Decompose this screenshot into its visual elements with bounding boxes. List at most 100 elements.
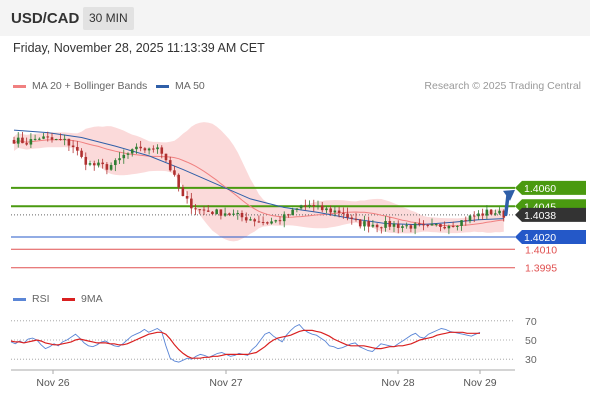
candle-body bbox=[114, 160, 117, 166]
candle-body bbox=[92, 163, 96, 166]
candle-body bbox=[426, 224, 430, 226]
ma20-line bbox=[13, 139, 504, 227]
candle-body bbox=[147, 148, 151, 151]
candle-body bbox=[173, 170, 176, 175]
time-tick-label: Nov 29 bbox=[463, 377, 496, 389]
candle-body bbox=[304, 205, 307, 207]
candle-body bbox=[477, 213, 480, 217]
candle-body bbox=[371, 224, 375, 227]
candle-body bbox=[337, 210, 341, 213]
rsi-label: RSI bbox=[32, 293, 50, 305]
rsi-series-line bbox=[10, 329, 480, 359]
chart-header: USD/CAD 30 MIN bbox=[0, 0, 590, 36]
ma50-swatch bbox=[156, 84, 169, 88]
candle-body bbox=[261, 222, 265, 224]
rsi-tick-label: 50 bbox=[525, 335, 537, 347]
candle-body bbox=[126, 153, 130, 155]
projection-arrowhead bbox=[503, 189, 515, 201]
candle-body bbox=[97, 162, 100, 166]
candle-body bbox=[485, 209, 489, 216]
candle-body bbox=[130, 149, 134, 154]
candle-body bbox=[12, 139, 16, 144]
candle-body bbox=[451, 225, 455, 227]
level-label-red: 1.3995 bbox=[525, 263, 557, 275]
timestamp: Friday, November 28, 2025 11:13:39 AM CE… bbox=[13, 41, 265, 55]
candle-body bbox=[299, 205, 303, 209]
projection-arrow bbox=[504, 193, 510, 217]
candle-body bbox=[16, 137, 20, 144]
candle-body bbox=[291, 209, 294, 216]
candle-body bbox=[409, 225, 413, 229]
candle-body bbox=[206, 210, 210, 212]
candle-body bbox=[143, 148, 147, 151]
candle-body bbox=[388, 221, 392, 227]
level-label-green: 1.4060 bbox=[524, 183, 556, 195]
candle-body bbox=[481, 213, 484, 216]
candle-body bbox=[232, 213, 235, 215]
candle-body bbox=[430, 224, 434, 226]
candle-body bbox=[244, 217, 248, 221]
candle-body bbox=[396, 223, 400, 228]
candle-body bbox=[202, 209, 206, 211]
candle-body bbox=[320, 205, 324, 211]
candle-body bbox=[76, 147, 79, 151]
candle-body bbox=[274, 220, 278, 222]
candle-body bbox=[228, 213, 231, 215]
level-label-current: 1.4038 bbox=[524, 210, 556, 222]
candle-body bbox=[88, 163, 92, 165]
candle-body bbox=[439, 224, 442, 227]
candle-body bbox=[160, 147, 164, 154]
rsi-swatch bbox=[13, 297, 26, 301]
candle-body bbox=[287, 214, 290, 216]
candle-body bbox=[257, 221, 261, 223]
candles bbox=[12, 131, 506, 235]
candle-body bbox=[346, 213, 349, 218]
candle-body bbox=[135, 146, 138, 150]
candle-body bbox=[71, 145, 75, 148]
time-tick-label: Nov 28 bbox=[381, 377, 414, 389]
candle-body bbox=[50, 137, 54, 140]
candle-body bbox=[42, 136, 45, 139]
candle-body bbox=[177, 174, 180, 188]
candle-body bbox=[384, 221, 387, 228]
candle-body bbox=[240, 212, 244, 218]
candle-body bbox=[198, 209, 202, 211]
candle-body bbox=[498, 210, 501, 214]
rsi-series-line bbox=[10, 324, 481, 363]
candle-body bbox=[350, 217, 354, 219]
candle-body bbox=[236, 212, 240, 214]
candle-body bbox=[253, 219, 256, 222]
candle-body bbox=[456, 225, 459, 227]
candle-body bbox=[329, 208, 332, 213]
candle-body bbox=[164, 153, 168, 161]
legend-ma50: MA 50 bbox=[156, 80, 205, 92]
ma50-label: MA 50 bbox=[175, 80, 205, 92]
candle-body bbox=[139, 146, 142, 149]
symbol-label: USD/CAD bbox=[11, 10, 80, 27]
candle-body bbox=[105, 164, 109, 170]
candle-body bbox=[109, 165, 113, 170]
interval-button[interactable]: 30 MIN bbox=[83, 7, 134, 30]
candle-body bbox=[84, 156, 88, 165]
candle-body bbox=[266, 222, 269, 224]
rsi-tick-label: 30 bbox=[525, 354, 537, 366]
candle-body bbox=[494, 213, 497, 215]
candle-body bbox=[489, 209, 493, 215]
candle-body bbox=[413, 223, 417, 229]
candle-body bbox=[190, 198, 193, 209]
legend-9ma: 9MA bbox=[62, 293, 103, 305]
candle-body bbox=[219, 209, 223, 216]
candle-body bbox=[295, 208, 299, 210]
candle-body bbox=[375, 224, 379, 228]
level-tag-blue bbox=[515, 230, 586, 244]
candle-body bbox=[223, 213, 227, 216]
candle-body bbox=[168, 160, 172, 171]
candle-body bbox=[308, 205, 311, 207]
candle-body bbox=[460, 220, 463, 226]
candle-body bbox=[21, 137, 24, 144]
candle-body bbox=[468, 215, 472, 222]
candle-body bbox=[211, 211, 214, 215]
legend-rsi: RSI bbox=[13, 293, 50, 305]
candle-body bbox=[472, 215, 476, 217]
candle-body bbox=[392, 223, 396, 227]
